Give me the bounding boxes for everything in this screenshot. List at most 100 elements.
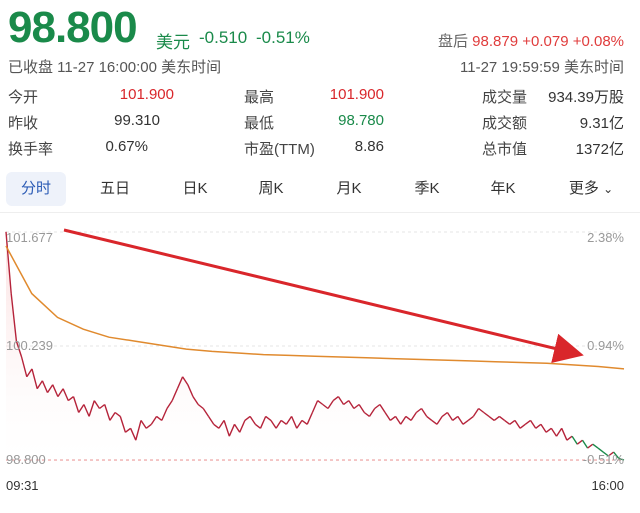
- tab-intraday[interactable]: 分时: [6, 172, 66, 206]
- price-segment: [265, 415, 272, 421]
- price-segment: [119, 416, 127, 433]
- price-segment: [176, 376, 184, 389]
- price-segment: [93, 400, 101, 409]
- price-segment: [478, 407, 485, 414]
- last-price: 98.800: [8, 3, 138, 52]
- price-segment: [529, 420, 537, 429]
- y-right-tick-label: 2.38%: [587, 230, 624, 245]
- price-segment: [129, 428, 137, 441]
- price-segment: [358, 404, 365, 413]
- price-segment: [519, 423, 526, 429]
- tab-more-label: 更多: [568, 180, 599, 197]
- price-segment: [415, 407, 422, 414]
- high-label: 最高: [244, 89, 275, 106]
- price-segment: [332, 396, 339, 402]
- open-label: 今开: [8, 89, 39, 106]
- price-segment: [353, 403, 360, 410]
- price-segment: [504, 419, 511, 425]
- tab-5day[interactable]: 五日: [99, 180, 130, 197]
- price-line: [5, 231, 625, 461]
- price-segment: [36, 380, 43, 390]
- after-hours-label: 盘后: [437, 33, 468, 50]
- price-segment: [446, 412, 454, 421]
- price-segment: [52, 384, 59, 397]
- price-segment: [488, 415, 495, 421]
- price-segment: [405, 415, 412, 421]
- price-segment: [348, 400, 355, 409]
- y-right-tick-label: -0.51%: [583, 452, 625, 467]
- low-value: 98.780: [338, 112, 384, 129]
- price-segment: [72, 396, 80, 413]
- period-tabs: 分时 五日 日K 周K 月K 季K 年K 更多 ⌄: [0, 172, 640, 208]
- y-left-tick-label: 101.677: [6, 230, 53, 245]
- price-segment: [509, 419, 516, 425]
- currency-label: 美元: [156, 33, 190, 52]
- price-segment: [587, 443, 594, 449]
- price-segment: [140, 420, 147, 429]
- turnover-value: 0.67%: [105, 138, 148, 155]
- price-segment: [223, 420, 230, 437]
- price-area-fill: [6, 231, 624, 460]
- price-segment: [83, 404, 90, 417]
- price-segment: [462, 419, 469, 425]
- price-segment: [218, 420, 225, 429]
- price-segment: [57, 388, 64, 397]
- price-segment: [254, 423, 261, 429]
- tab-quarterly-k[interactable]: 季K: [414, 180, 440, 197]
- tab-yearly-k[interactable]: 年K: [490, 180, 516, 197]
- tab-daily-k[interactable]: 日K: [182, 180, 208, 197]
- price-segment: [426, 415, 433, 421]
- price-segment: [467, 415, 474, 421]
- price-segment: [41, 380, 49, 393]
- price-segment: [576, 439, 583, 445]
- price-segment: [228, 424, 236, 437]
- price-segment: [306, 412, 314, 425]
- after-hours-info: 盘后 98.879 +0.079 +0.08%: [438, 30, 624, 51]
- price-segment: [436, 416, 443, 425]
- price-segment: [514, 420, 521, 429]
- price-segment: [384, 412, 391, 421]
- intraday-chart: 101.677 2.38% 100.239 0.94% 98.800 -0.51% 09:3…: [5, 228, 625, 493]
- price-segment: [280, 419, 287, 425]
- price-segment: [197, 403, 204, 410]
- price-segment: [483, 411, 490, 417]
- price-segment: [545, 427, 552, 433]
- price-segment: [239, 420, 246, 433]
- price-segment: [114, 411, 121, 417]
- price-segment: [213, 423, 220, 429]
- price-segment: [187, 384, 194, 397]
- y-left-tick-label: 100.239: [6, 338, 53, 353]
- y-right-tick-label: 0.94%: [587, 338, 624, 353]
- price-segment: [322, 403, 329, 410]
- price-segment: [555, 427, 563, 437]
- chevron-down-icon: ⌄: [603, 182, 614, 196]
- price-segment: [561, 428, 568, 441]
- prev-close-label: 昨收: [8, 115, 39, 132]
- price-segment: [296, 420, 303, 429]
- average-price-line: [5, 245, 625, 370]
- price-segment: [150, 416, 158, 425]
- mktcap-label: 总市值: [482, 141, 528, 158]
- price-change: -0.510: [199, 28, 248, 47]
- price-segment: [472, 408, 480, 417]
- price-segment: [104, 404, 111, 421]
- price-segment: [420, 408, 428, 417]
- price-segment: [363, 411, 370, 417]
- tab-monthly-k[interactable]: 月K: [336, 180, 362, 197]
- price-segment: [317, 400, 324, 406]
- volume-label: 成交量: [482, 89, 528, 106]
- price-segment: [161, 408, 168, 421]
- high-value: 101.900: [329, 86, 384, 103]
- tab-more[interactable]: 更多 ⌄: [556, 172, 626, 206]
- price-segment: [124, 427, 132, 433]
- tab-weekly-k[interactable]: 周K: [258, 180, 284, 197]
- price-segment: [275, 420, 282, 429]
- price-segment: [192, 396, 199, 405]
- price-segment: [394, 416, 402, 425]
- pe-value: 8.86: [354, 138, 384, 155]
- y-left-tick-label: 98.800: [6, 452, 46, 467]
- price-segment: [571, 435, 578, 445]
- price-segment: [15, 340, 23, 358]
- price-segment: [540, 423, 547, 433]
- prev-close-value: 99.310: [114, 112, 160, 129]
